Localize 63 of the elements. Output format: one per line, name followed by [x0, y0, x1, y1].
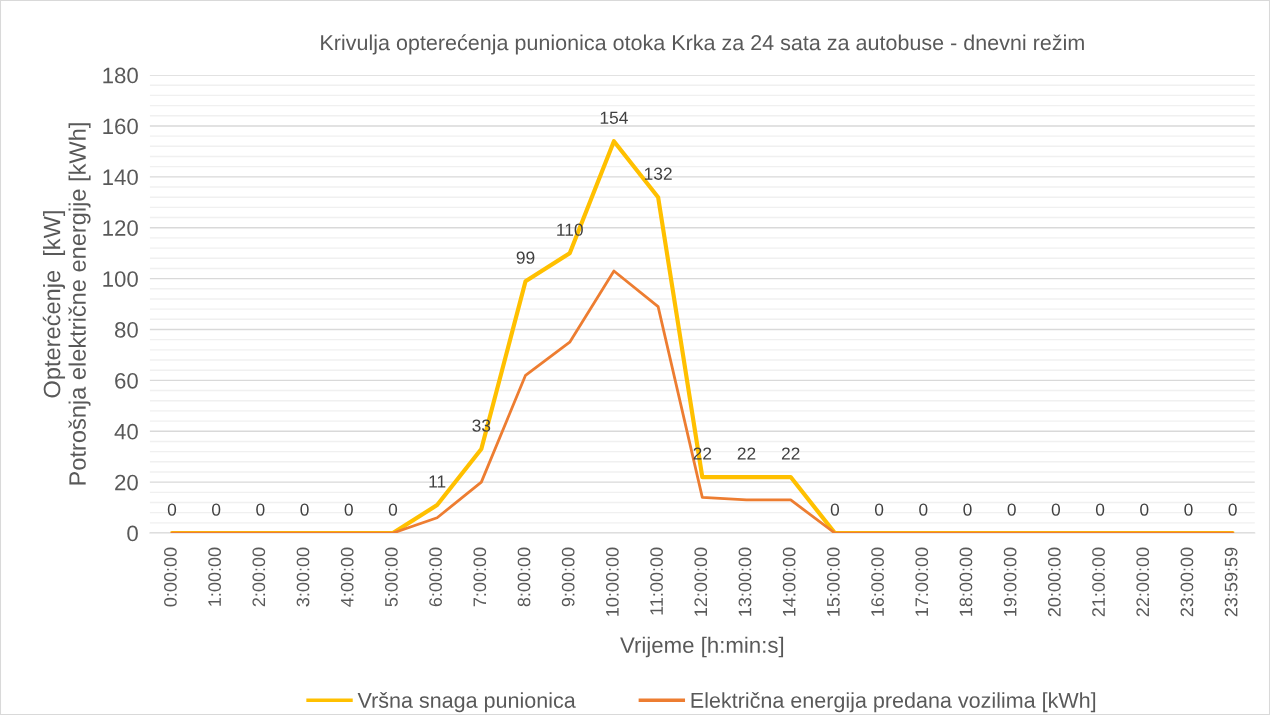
x-tick-label: 22:00:00	[1136, 547, 1150, 617]
x-tick-label: 7:00:00	[473, 547, 487, 607]
data-label: 0	[1051, 503, 1061, 516]
x-axis-title: Vrijeme [h:min:s]	[620, 636, 784, 658]
x-tick-label: 0:00:00	[164, 547, 177, 607]
data-label: 0	[344, 503, 353, 516]
x-tick-label: 4:00:00	[340, 547, 354, 607]
y-tick-label: 80	[115, 322, 138, 338]
x-tick-label: 11:00:00	[650, 547, 663, 615]
data-label: 132	[644, 167, 672, 180]
x-tick-label: 19:00:00	[1003, 547, 1017, 616]
data-label: 0	[212, 503, 221, 516]
data-label: 0	[830, 503, 840, 516]
y-tick-label: 20	[115, 474, 138, 491]
x-tick-label: 9:00:00	[561, 547, 575, 607]
x-tick-label: 16:00:00	[871, 547, 884, 616]
x-tick-label: 14:00:00	[782, 547, 796, 616]
data-label: 11	[429, 475, 446, 488]
x-tick-label: 13:00:00	[738, 547, 752, 616]
y-tick-label: 40	[114, 423, 138, 440]
data-label: 0	[1228, 503, 1237, 516]
x-tick-label: 10:00:00	[605, 547, 619, 616]
line-series	[169, 139, 1235, 534]
y-axis-title: Opterećenje [kW] Potrošnja električne energije [kWh]	[42, 123, 91, 485]
y-tick-label: 60	[115, 372, 138, 389]
data-label: 0	[1140, 503, 1149, 516]
x-tick-label: 12:00:00	[694, 547, 708, 616]
chart-title: Krivulja opterećenja punionica otoka Krka za 24 sata za autobuse - dnevni režim	[321, 34, 1084, 55]
x-tick-label: 6:00:00	[429, 547, 442, 607]
y-tick-label: 0	[127, 525, 138, 542]
x-tick-label: 23:00:00	[1180, 547, 1194, 617]
data-label: 99	[516, 251, 535, 264]
data-label: 22	[781, 447, 800, 460]
y-tick-label: 160	[103, 118, 138, 135]
x-tick-label: 2:00:00	[252, 547, 266, 607]
data-label: 0	[300, 503, 309, 516]
data-label: 0	[874, 503, 884, 516]
x-tick-label: 8:00:00	[517, 547, 531, 607]
x-tick-label: 1:00:00	[208, 547, 221, 606]
data-label: 0	[1184, 503, 1193, 516]
data-label: 0	[1095, 503, 1105, 516]
x-tick-label: 5:00:00	[385, 547, 398, 607]
x-tick-label: 17:00:00	[915, 547, 929, 616]
x-tick-label: 20:00:00	[1047, 547, 1061, 617]
y-tick-label: 120	[103, 220, 138, 236]
data-label: 0	[167, 503, 177, 516]
y-tick-label: 180	[103, 67, 138, 84]
y-tick-label: 100	[103, 271, 138, 287]
x-tick-label: 15:00:00	[826, 547, 840, 616]
y-tick-label: 140	[103, 169, 138, 186]
x-tick-label: 3:00:00	[296, 547, 310, 607]
data-label: 0	[919, 503, 928, 516]
data-label: 0	[256, 503, 265, 516]
data-label: 0	[963, 503, 972, 516]
x-tick-label: 23:59:59	[1224, 547, 1238, 617]
legend-label: Električna energija predana vozilima [kWh]	[691, 692, 1096, 713]
x-tick-label: 21:00:00	[1092, 547, 1105, 617]
legend-label: Vršna snaga punionica	[357, 692, 576, 713]
data-label: 22	[737, 447, 756, 460]
data-label: 154	[600, 111, 628, 124]
data-label: 0	[388, 503, 398, 516]
x-tick-label: 18:00:00	[959, 547, 973, 616]
data-label: 0	[1007, 503, 1016, 516]
